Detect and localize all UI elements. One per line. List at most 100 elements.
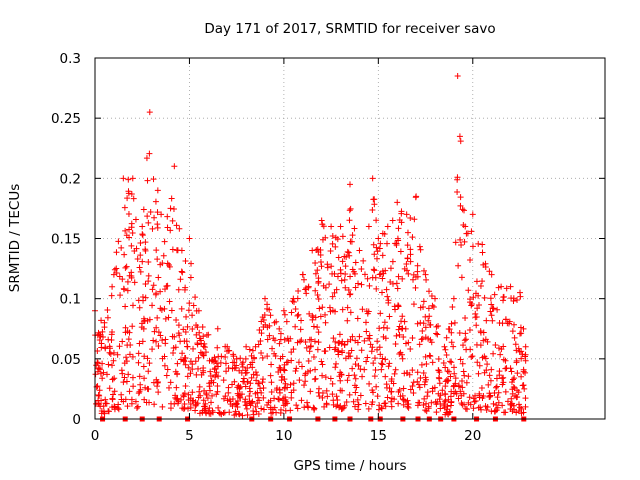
data-point <box>473 322 480 329</box>
data-point <box>461 238 468 245</box>
data-point <box>121 374 128 381</box>
data-point <box>454 174 461 181</box>
data-point <box>281 311 288 318</box>
data-point <box>317 247 324 254</box>
data-point <box>414 268 421 275</box>
data-point <box>154 187 161 194</box>
data-point <box>490 350 497 357</box>
data-point <box>190 345 197 352</box>
data-point <box>445 325 452 332</box>
x-axis-label: GPS time / hours <box>293 458 406 474</box>
data-point <box>442 346 449 353</box>
data-point <box>97 370 104 377</box>
data-point <box>258 350 265 357</box>
data-point <box>448 398 455 405</box>
data-point <box>381 231 388 238</box>
data-point <box>176 332 183 339</box>
data-point <box>341 402 348 409</box>
data-point <box>239 412 246 419</box>
data-point <box>193 401 200 408</box>
data-point <box>249 347 256 354</box>
data-point <box>442 411 449 418</box>
data-point <box>197 337 204 344</box>
data-point <box>295 359 302 366</box>
data-point <box>315 329 322 336</box>
data-point <box>452 388 459 395</box>
data-point <box>389 258 396 265</box>
data-point <box>222 393 229 400</box>
data-point <box>518 373 525 380</box>
data-point <box>155 343 162 350</box>
data-point <box>109 376 116 383</box>
data-point <box>487 308 494 315</box>
data-point <box>225 364 232 371</box>
data-point <box>166 263 173 270</box>
data-point <box>243 369 250 376</box>
data-point <box>375 235 382 242</box>
data-point <box>139 320 146 327</box>
data-point <box>445 396 452 403</box>
data-point <box>418 336 425 343</box>
data-point <box>467 257 474 264</box>
data-point <box>105 336 112 343</box>
data-point <box>511 321 518 328</box>
data-point <box>205 331 212 338</box>
data-point <box>468 302 475 309</box>
data-point <box>379 275 386 282</box>
data-point <box>477 328 484 335</box>
data-point <box>404 255 411 262</box>
data-point <box>128 224 135 231</box>
data-point <box>236 367 243 374</box>
data-point <box>128 274 135 281</box>
data-point <box>353 384 360 391</box>
data-point <box>199 350 206 357</box>
data-point <box>255 380 262 387</box>
data-point <box>342 284 349 291</box>
data-point <box>347 336 354 343</box>
data-point <box>439 387 446 394</box>
data-point <box>380 333 387 340</box>
data-point <box>494 394 501 401</box>
data-point <box>405 401 412 408</box>
data-point <box>192 294 199 301</box>
data-point <box>352 403 359 410</box>
data-point <box>417 304 424 311</box>
data-point <box>364 354 371 361</box>
data-point <box>378 366 385 373</box>
data-point <box>460 368 467 375</box>
data-point <box>326 281 333 288</box>
data-point <box>510 402 517 409</box>
data-point <box>495 389 502 396</box>
data-point <box>153 324 160 331</box>
data-point <box>508 368 515 375</box>
data-points <box>92 73 529 419</box>
data-point <box>233 362 240 369</box>
data-point <box>459 384 466 391</box>
data-point <box>153 247 160 254</box>
data-point <box>429 359 436 366</box>
data-point <box>170 350 177 357</box>
data-point <box>297 338 304 345</box>
data-point <box>499 381 506 388</box>
data-point <box>322 374 329 381</box>
data-point <box>190 302 197 309</box>
data-point <box>422 374 429 381</box>
data-point <box>105 361 112 368</box>
data-point <box>339 347 346 354</box>
data-point <box>288 357 295 364</box>
data-point <box>399 313 406 320</box>
data-point <box>126 388 133 395</box>
data-point <box>135 390 142 397</box>
data-point <box>392 306 399 313</box>
data-point <box>295 288 302 295</box>
data-point <box>424 393 431 400</box>
data-point <box>319 361 326 368</box>
data-point <box>288 349 295 356</box>
data-point <box>372 274 379 281</box>
data-point <box>173 384 180 391</box>
data-point <box>491 291 498 298</box>
data-point <box>464 406 471 413</box>
data-point <box>110 271 117 278</box>
data-point <box>308 336 315 343</box>
data-point <box>330 335 337 342</box>
